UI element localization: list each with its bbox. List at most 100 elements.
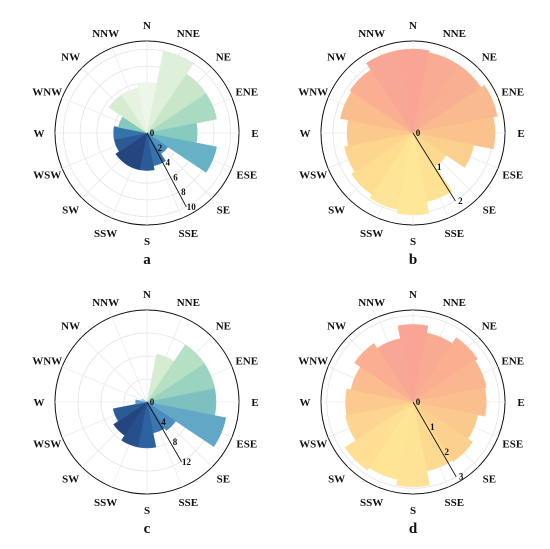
radial-tick-label: 2 [158, 143, 163, 153]
direction-label-nne: NNE [443, 28, 466, 40]
bar-nnw [121, 87, 148, 134]
direction-label-wnw: WNW [32, 356, 62, 368]
bar-ssw [121, 401, 148, 448]
panel-label: a [143, 252, 151, 268]
direction-label-ne: NE [482, 321, 497, 333]
bar-ene [412, 84, 498, 134]
direction-label-e: E [517, 128, 524, 140]
radial-tick-label: 8 [173, 437, 178, 447]
direction-label-se: SE [483, 473, 496, 485]
direction-label-w: W [300, 397, 311, 409]
direction-label-sw: SW [62, 204, 79, 216]
direction-label-ne: NE [216, 52, 231, 64]
direction-label-e: E [251, 128, 258, 140]
bar-w [113, 126, 148, 140]
direction-label-wsw: WSW [33, 438, 61, 450]
wind-rose-panel-b: 0 1 2 N NNE NE ENE E ESE SE SSE S SSW SW WSW W WNW NW NNW b [298, 20, 524, 268]
radial-tick-label: 2 [458, 196, 463, 206]
direction-label-sse: SSE [179, 497, 199, 509]
radial-tick-label: 6 [173, 172, 178, 182]
radial-tick-label: 12 [182, 457, 192, 467]
radial-tick-label: 0 [416, 128, 421, 138]
bar-sw [113, 401, 148, 436]
direction-label-nne: NNE [177, 297, 200, 309]
direction-label-e: E [251, 397, 258, 409]
direction-label-ene: ENE [235, 356, 258, 368]
direction-label-wsw: WSW [33, 169, 61, 181]
radial-tick-label: 2 [445, 447, 450, 457]
direction-label-nnw: NNW [358, 28, 385, 40]
direction-label-ene: ENE [501, 87, 524, 99]
bar-n [397, 324, 429, 403]
radial-tick-label: 0 [150, 128, 155, 138]
direction-label-e: E [517, 397, 524, 409]
direction-label-n: N [143, 20, 151, 32]
direction-label-ese: ESE [236, 169, 257, 181]
bar-ssw [369, 132, 414, 210]
radial-tick-label: 4 [165, 158, 170, 168]
bar-se [412, 401, 474, 463]
direction-label-ssw: SSW [360, 497, 383, 509]
bar-wsw [112, 401, 148, 422]
direction-label-s: S [144, 236, 150, 248]
bar-wsw [345, 401, 414, 441]
panel-label: b [409, 252, 417, 268]
bar-w [345, 388, 414, 416]
bar-s [396, 132, 430, 216]
bar-nne [146, 50, 194, 134]
radial-tick-label: 4 [161, 417, 166, 427]
direction-label-nnw: NNW [92, 297, 119, 309]
direction-label-wsw: WSW [299, 438, 327, 450]
direction-label-ese: ESE [236, 438, 257, 450]
bar-nw [354, 343, 414, 403]
wind-rose-panel-c: 048 12 N NNE NE ENE E ESE SE SSE S SSW SW WSW W WNW NW NN… [32, 289, 258, 537]
direction-label-s: S [410, 505, 416, 517]
direction-label-w: W [34, 128, 45, 140]
direction-label-ese: ESE [502, 438, 523, 450]
direction-label-ese: ESE [502, 169, 523, 181]
direction-label-nw: NW [61, 321, 80, 333]
grid-spoke [111, 316, 148, 403]
direction-label-nw: NW [327, 321, 346, 333]
bar-nnw [366, 50, 414, 134]
direction-label-sw: SW [328, 204, 345, 216]
bar-w [135, 399, 148, 405]
direction-label-w: W [34, 397, 45, 409]
radial-tick-label: 3 [459, 472, 464, 482]
radial-tick-label: 8 [181, 187, 186, 197]
bars [108, 50, 217, 173]
bar-ene [412, 360, 487, 403]
grid-spoke [61, 366, 148, 403]
bars [344, 324, 487, 487]
radial-tick-label: 0 [150, 397, 155, 407]
direction-label-nnw: NNW [358, 297, 385, 309]
bar-nnw [376, 338, 414, 403]
bar-wnw [141, 398, 148, 403]
bar-e [412, 387, 487, 417]
direction-label-n: N [143, 289, 151, 301]
direction-label-ene: ENE [235, 87, 258, 99]
radial-axis-line [146, 132, 187, 208]
panel-label: d [409, 521, 418, 537]
radial-tick-label: 1 [437, 162, 442, 172]
direction-label-sse: SSE [445, 497, 465, 509]
bar-e [412, 116, 496, 150]
bar-wsw [344, 132, 414, 173]
grid-spoke [81, 336, 148, 403]
bar-sw [344, 401, 414, 471]
bar-ese [146, 401, 227, 447]
direction-label-n: N [409, 20, 417, 32]
direction-label-s: S [144, 505, 150, 517]
direction-label-wnw: WNW [32, 87, 62, 99]
direction-label-nne: NNE [443, 297, 466, 309]
bar-se [146, 401, 176, 431]
direction-label-ne: NE [216, 321, 231, 333]
direction-label-wnw: WNW [298, 87, 328, 99]
direction-label-nw: NW [327, 52, 346, 64]
direction-label-w: W [300, 128, 311, 140]
direction-label-nnw: NNW [92, 28, 119, 40]
radial-axis-line [146, 401, 182, 462]
direction-label-ssw: SSW [94, 497, 117, 509]
bar-ne [412, 337, 478, 403]
